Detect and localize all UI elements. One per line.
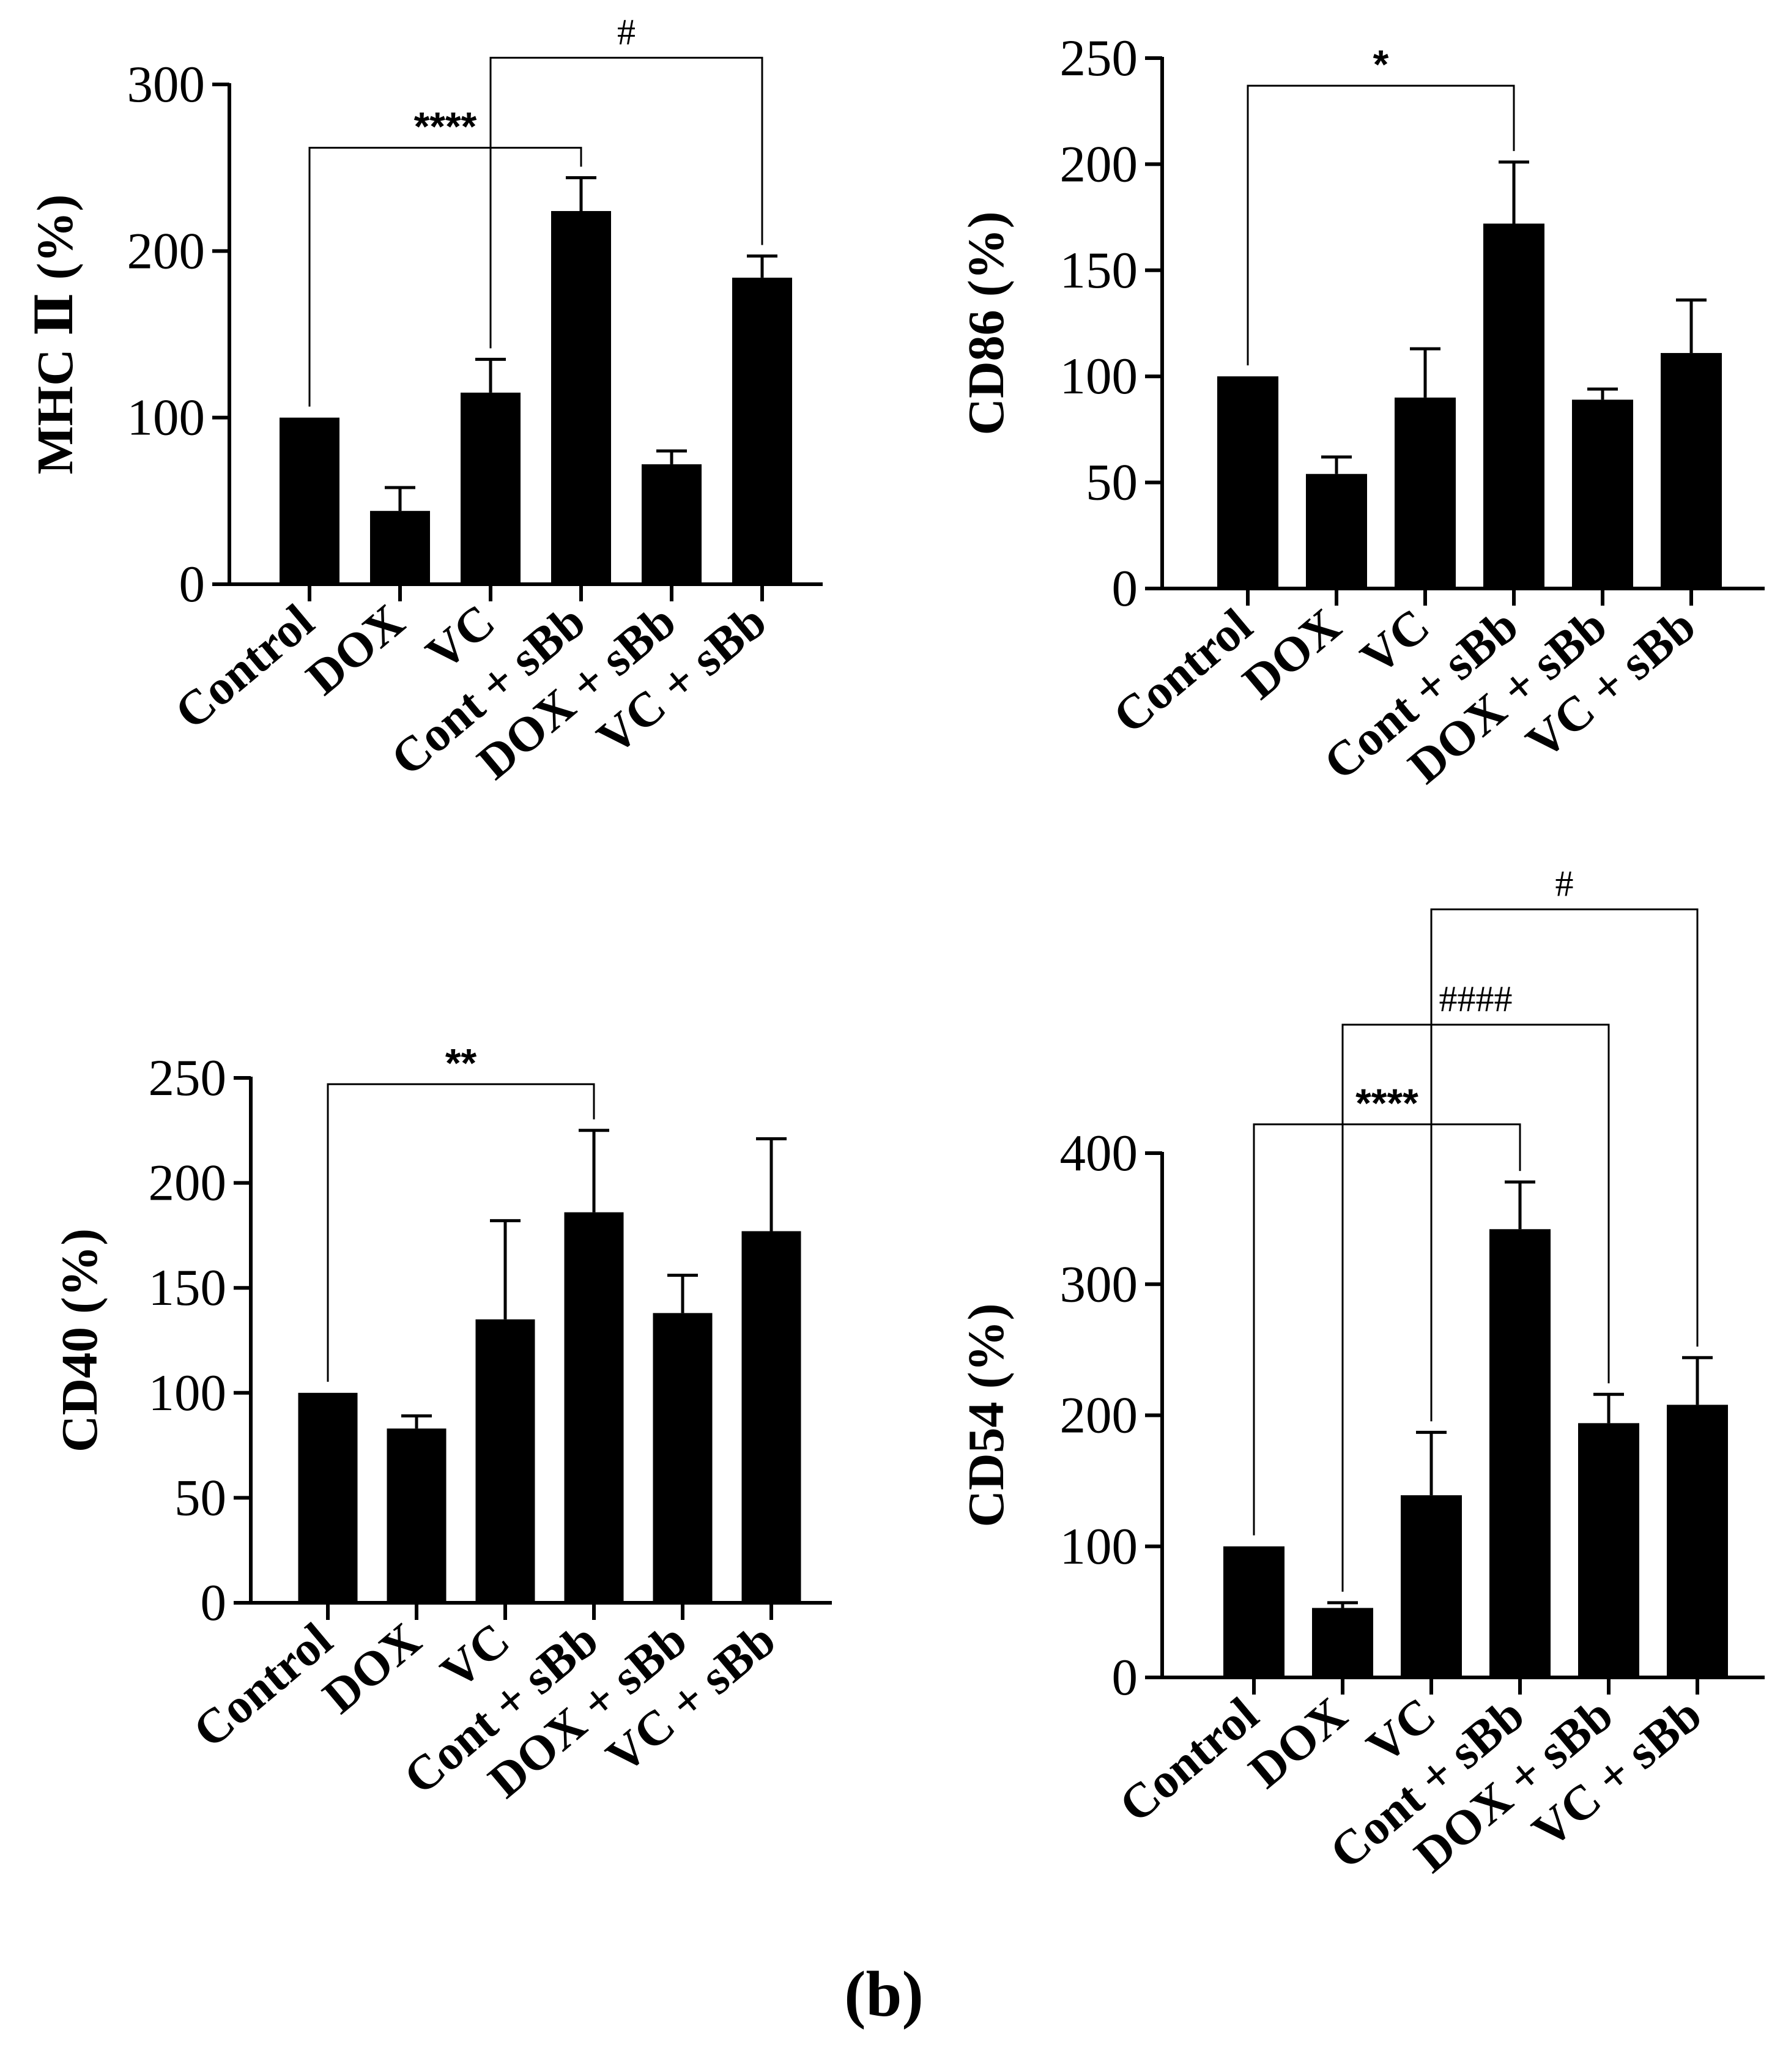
y-tick-label: 300 — [127, 56, 206, 113]
bar — [1667, 1405, 1728, 1677]
bar — [1483, 223, 1544, 589]
bar — [461, 392, 521, 584]
significance-bracket — [1341, 1023, 1610, 1592]
significance-label: # — [1555, 863, 1574, 904]
significance-label: # — [617, 12, 636, 52]
y-axis-title: MHC Ⅱ (%) — [27, 194, 84, 474]
y-tick-label: 50 — [1086, 454, 1138, 511]
significance-label: **** — [414, 103, 477, 149]
y-axis-title: CD54 (%) — [958, 1303, 1015, 1527]
x-tick-label: DOX — [1233, 598, 1351, 710]
y-axis-title: CD40 (%) — [51, 1228, 108, 1452]
significance-bracket — [1253, 1123, 1521, 1535]
y-tick-label: 300 — [1060, 1255, 1138, 1313]
y-tick-label: 100 — [1060, 1518, 1138, 1575]
bar — [1217, 376, 1278, 589]
significance-bracket — [489, 56, 763, 349]
bar — [1489, 1229, 1551, 1677]
bar — [1661, 353, 1722, 589]
bar — [1395, 397, 1456, 589]
bar — [732, 277, 792, 584]
y-tick-label: 100 — [127, 389, 206, 447]
y-tick-label: 0 — [179, 555, 206, 613]
x-tick-label: DOX — [313, 1613, 431, 1724]
y-tick-label: 150 — [149, 1259, 227, 1316]
bar — [1572, 399, 1633, 589]
significance-label: * — [1373, 42, 1389, 87]
bar — [475, 1319, 535, 1603]
significance-bracket — [308, 146, 582, 407]
bar — [370, 511, 430, 584]
bar — [1223, 1546, 1285, 1677]
y-tick-label: 200 — [1060, 1387, 1138, 1444]
significance-label: ** — [445, 1040, 477, 1085]
bar — [653, 1313, 713, 1603]
y-tick-label: 200 — [1060, 135, 1138, 193]
panel-label: (b) — [844, 1958, 924, 2030]
y-axis-title: CD86 (%) — [958, 211, 1015, 435]
bar — [280, 417, 339, 584]
y-tick-label: 400 — [1060, 1124, 1138, 1182]
bar — [642, 464, 702, 584]
bar — [298, 1392, 358, 1603]
bar — [1306, 473, 1367, 589]
y-tick-label: 200 — [149, 1154, 227, 1212]
y-tick-label: 150 — [1060, 242, 1138, 299]
y-tick-label: 200 — [127, 222, 206, 280]
bar — [564, 1212, 624, 1603]
y-tick-label: 50 — [174, 1469, 226, 1526]
y-tick-label: 0 — [201, 1574, 227, 1632]
significance-bracket — [327, 1083, 595, 1382]
y-tick-label: 0 — [1112, 560, 1138, 617]
significance-label: #### — [1439, 979, 1513, 1019]
significance-bracket — [1430, 908, 1699, 1422]
significance-label: **** — [1355, 1080, 1418, 1126]
bar — [1312, 1608, 1373, 1677]
y-tick-label: 250 — [1060, 29, 1138, 87]
bar — [387, 1428, 447, 1603]
bar — [1578, 1423, 1639, 1677]
bar — [741, 1231, 801, 1603]
y-tick-label: 0 — [1112, 1649, 1138, 1706]
bar — [1401, 1495, 1462, 1677]
significance-bracket — [1247, 84, 1515, 366]
y-tick-label: 250 — [149, 1049, 227, 1107]
y-tick-label: 100 — [1060, 347, 1138, 405]
y-tick-label: 100 — [149, 1364, 227, 1422]
x-tick-label: DOX — [1239, 1687, 1357, 1799]
bar — [551, 210, 611, 584]
x-tick-label: DOX — [297, 594, 415, 705]
